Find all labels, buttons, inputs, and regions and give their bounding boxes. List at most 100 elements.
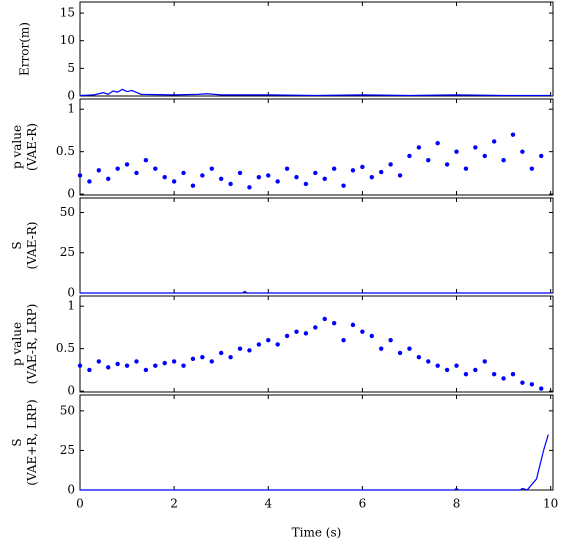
- data-point: [520, 380, 525, 385]
- data-line: [79, 88, 551, 97]
- data-point: [379, 346, 384, 351]
- data-point: [218, 350, 224, 356]
- data-point: [181, 363, 186, 368]
- data-point: [303, 331, 309, 336]
- x-tick-label: 0: [76, 497, 84, 511]
- data-point: [529, 166, 535, 171]
- y-tick-label: 5: [67, 61, 75, 75]
- data-point: [106, 365, 111, 370]
- data-point: [190, 183, 196, 188]
- data-point: [266, 173, 271, 178]
- data-point: [256, 174, 262, 180]
- y-axis-label: S: [10, 241, 24, 249]
- data-point: [473, 367, 478, 373]
- data-point: [397, 173, 403, 178]
- data-point: [350, 168, 356, 173]
- y-tick-label: 1: [67, 299, 75, 313]
- data-point: [539, 386, 544, 391]
- data-point: [77, 363, 83, 368]
- data-point: [303, 181, 309, 187]
- data-point: [510, 371, 516, 377]
- plot-frame: [79, 197, 554, 294]
- y-tick-label: 50: [60, 403, 75, 417]
- data-point: [482, 359, 487, 364]
- data-point: [501, 376, 506, 381]
- plot-frame: [79, 394, 554, 491]
- data-point: [209, 359, 214, 364]
- y-axis-label: (VAE-R, LRP): [25, 304, 39, 385]
- x-tick-label: 4: [264, 497, 272, 511]
- data-point: [313, 325, 318, 330]
- data-point: [369, 174, 375, 180]
- data-point: [237, 346, 243, 351]
- data-point: [171, 359, 177, 364]
- data-point: [416, 145, 422, 150]
- data-point: [153, 166, 158, 171]
- data-point: [134, 170, 139, 176]
- y-axis-label: (VAE-R): [25, 123, 39, 171]
- data-point: [162, 360, 167, 366]
- data-point: [200, 354, 205, 360]
- x-tick-label: 8: [453, 497, 461, 511]
- data-point: [284, 333, 290, 339]
- data-point: [115, 166, 120, 171]
- data-point: [87, 367, 92, 373]
- y-tick-label: 0: [67, 286, 75, 300]
- y-tick-label: 0: [67, 89, 75, 103]
- data-point: [341, 337, 346, 343]
- y-axis-label: p value: [10, 322, 24, 366]
- data-line: [80, 434, 549, 491]
- y-axis-label: p value: [10, 125, 24, 169]
- data-point: [266, 337, 271, 343]
- plot-frame: [79, 295, 554, 393]
- data-point: [379, 169, 384, 175]
- data-point: [190, 356, 196, 362]
- data-point: [153, 363, 158, 368]
- data-point: [444, 162, 450, 167]
- data-point: [200, 173, 205, 178]
- data-point: [218, 176, 224, 182]
- data-point: [77, 173, 83, 178]
- data-point: [473, 145, 478, 150]
- data-point: [444, 367, 450, 373]
- y-axis-label: Error(m): [18, 22, 32, 76]
- data-point: [87, 179, 92, 184]
- data-point: [529, 382, 535, 387]
- data-point: [96, 359, 102, 364]
- data-point: [463, 166, 469, 171]
- data-point: [360, 164, 365, 170]
- data-point: [463, 371, 469, 377]
- y-axis-label: S: [10, 438, 24, 446]
- data-point: [435, 140, 440, 146]
- data-point: [106, 176, 111, 182]
- data-point: [275, 179, 280, 184]
- data-point: [426, 157, 431, 163]
- data-point: [294, 174, 299, 180]
- data-point: [143, 157, 149, 163]
- data-point: [331, 166, 337, 171]
- data-point: [247, 348, 252, 353]
- data-point: [275, 342, 280, 347]
- data-point: [491, 139, 497, 144]
- data-point: [407, 153, 412, 159]
- y-tick-label: 0: [67, 187, 75, 201]
- y-tick-label: 50: [60, 205, 75, 219]
- data-point: [228, 181, 233, 187]
- x-axis-label: Time (s): [292, 526, 342, 540]
- data-line: [80, 290, 551, 294]
- data-point: [237, 170, 243, 176]
- data-point: [482, 153, 487, 159]
- data-point: [539, 153, 544, 159]
- data-point: [322, 316, 327, 322]
- y-tick-label: 0: [67, 384, 75, 398]
- data-point: [369, 333, 375, 339]
- data-point: [491, 371, 497, 377]
- x-tick-label: 2: [170, 497, 178, 511]
- data-point: [341, 183, 346, 188]
- data-point: [426, 359, 431, 364]
- data-point: [407, 346, 412, 351]
- y-tick-label: 0.5: [56, 144, 75, 158]
- y-tick-label: 0: [67, 483, 75, 497]
- y-tick-label: 1: [67, 102, 75, 116]
